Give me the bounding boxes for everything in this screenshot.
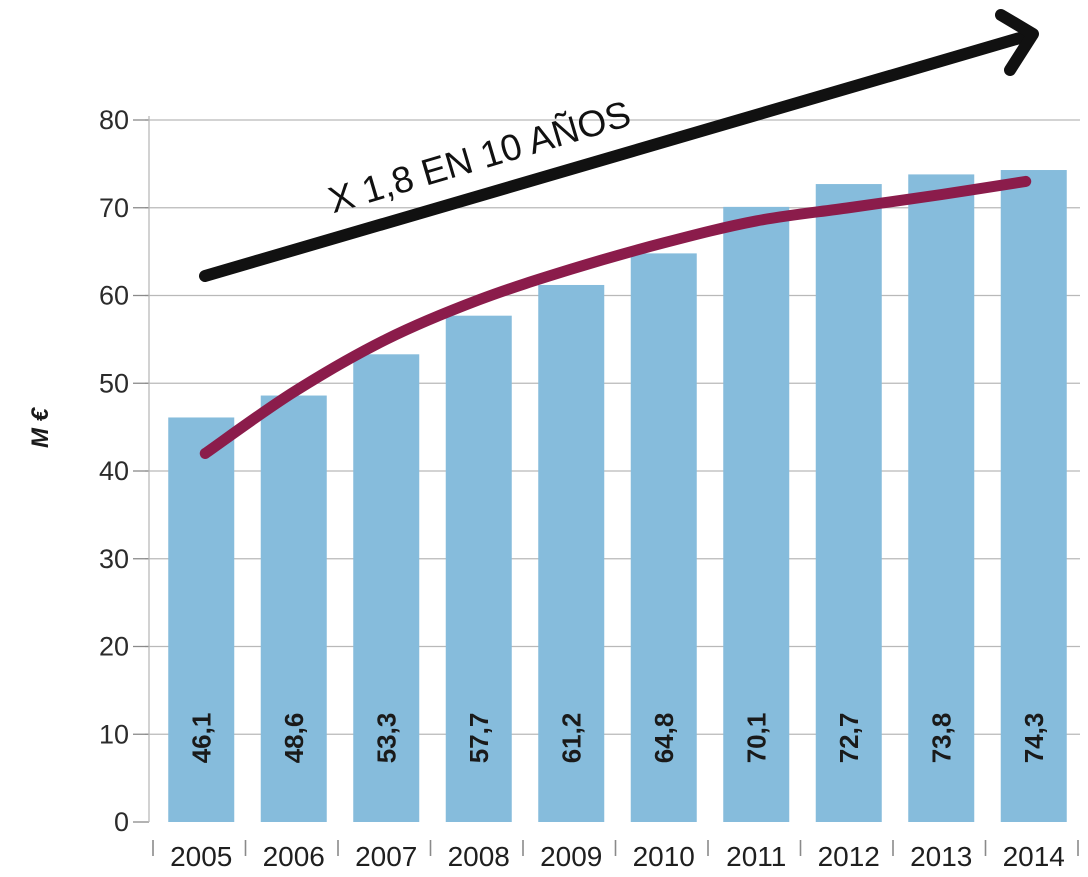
bar-value-label-2010: 64,8 bbox=[649, 713, 679, 764]
bar-2005 bbox=[168, 417, 235, 822]
bar-value-label-2006: 48,6 bbox=[279, 713, 309, 764]
bar-2007 bbox=[353, 354, 420, 822]
bar-value-label-2007: 53,3 bbox=[371, 713, 401, 764]
bar-value-label-2014: 74,3 bbox=[1019, 713, 1049, 764]
bar-2008 bbox=[445, 315, 512, 822]
x-tick-label-2014: 2014 bbox=[1003, 841, 1065, 872]
y-tick-label-50: 50 bbox=[99, 368, 129, 398]
y-axis-title: M € bbox=[27, 406, 54, 448]
y-tick-label-40: 40 bbox=[99, 456, 129, 486]
bar-2006 bbox=[260, 395, 327, 822]
bar-2009 bbox=[538, 284, 605, 823]
x-tick-label-2013: 2013 bbox=[910, 841, 972, 872]
y-tick-label-0: 0 bbox=[114, 807, 129, 837]
bar-value-label-2008: 57,7 bbox=[464, 713, 494, 764]
x-tick-label-2006: 2006 bbox=[263, 841, 325, 872]
y-tick-label-70: 70 bbox=[99, 193, 129, 223]
x-tick-label-2011: 2011 bbox=[726, 841, 786, 872]
growth-arrow-layer bbox=[199, 9, 1039, 282]
y-tick-label-20: 20 bbox=[99, 632, 129, 662]
bars: 46,1 48,6 53,3 57,7 61,2 64,8 70,1 72,7 73,8 74,3 bbox=[168, 170, 1067, 823]
bar-value-label-2012: 72,7 bbox=[834, 713, 864, 764]
axes: 0 10 20 30 40 50 60 70 80 2005 2006 2007 2008 2009 201… bbox=[99, 105, 1079, 872]
x-tick-label-2005: 2005 bbox=[170, 841, 232, 872]
bar-2011 bbox=[723, 206, 790, 822]
x-tick-label-2007: 2007 bbox=[355, 841, 417, 872]
x-tick-label-2008: 2008 bbox=[448, 841, 510, 872]
growth-arrow-line bbox=[199, 29, 1036, 282]
bar-2014 bbox=[1000, 170, 1067, 822]
bar-value-label-2013: 73,8 bbox=[926, 713, 956, 764]
x-tick-label-2010: 2010 bbox=[633, 841, 695, 872]
bar-value-label-2009: 61,2 bbox=[556, 713, 586, 764]
bar-value-label-2005: 46,1 bbox=[186, 713, 216, 764]
bar-2013 bbox=[908, 174, 975, 822]
bar-2012 bbox=[815, 184, 882, 822]
growth-arrow-head bbox=[995, 9, 1039, 76]
y-tick-label-30: 30 bbox=[99, 544, 129, 574]
x-tick-label-2012: 2012 bbox=[818, 841, 880, 872]
x-tick-label-2009: 2009 bbox=[540, 841, 602, 872]
y-tick-label-10: 10 bbox=[99, 719, 129, 749]
trend-curve bbox=[199, 175, 1032, 459]
y-tick-label-60: 60 bbox=[99, 281, 129, 311]
y-tick-label-80: 80 bbox=[99, 105, 129, 135]
bar-2010 bbox=[630, 253, 697, 822]
bar-value-label-2011: 70,1 bbox=[741, 713, 771, 764]
trend-curve-layer bbox=[199, 175, 1032, 459]
